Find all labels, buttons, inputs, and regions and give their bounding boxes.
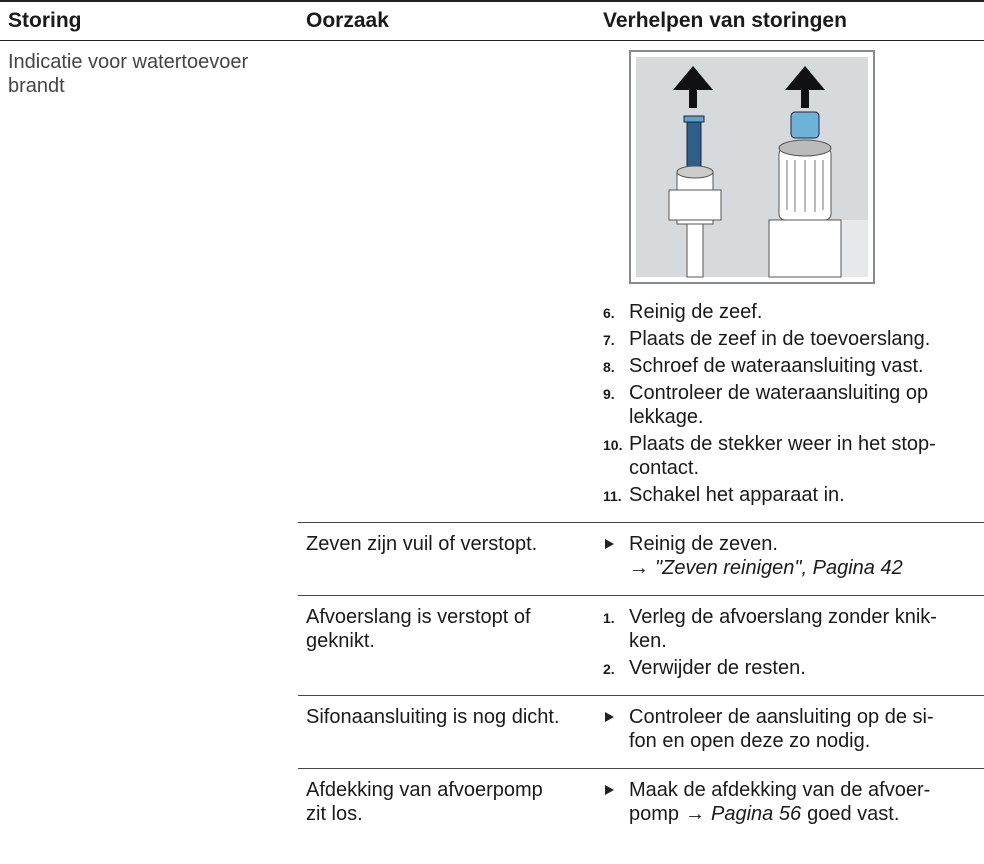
remedy-cell: Controleer de aansluiting op de si-fon e… [595, 695, 984, 769]
table: Storing Oorzaak Verhelpen van storingen Ind… [0, 0, 984, 842]
bullet [605, 785, 614, 795]
table-row: Afdekking van afvoerpomp zit los. Maak de … [0, 769, 984, 842]
illustration [629, 50, 875, 284]
step-text: lekkage. [629, 406, 704, 428]
cause-cell: Afvoerslang is verstopt of geknikt. [298, 595, 595, 696]
remedy-cell: 1. Verleg de afvoerslang zonder knik-ken.… [595, 595, 984, 696]
step: 6. Reinig de zeef. [603, 300, 984, 324]
cause-cell: Afdekking van afvoerpomp zit los. [298, 769, 595, 842]
table-row: Zeven zijn vuil of verstopt. Reinig de ze… [0, 522, 984, 596]
bullet [605, 539, 614, 549]
remedy-text: Controleer de aansluiting op de si- [629, 706, 934, 728]
bullet-item: Controleer de aansluiting op de si-fon e… [603, 705, 984, 753]
table-row: Afvoerslang is verstopt of geknikt. 1. Verl… [0, 595, 984, 696]
column-header: Verhelpen van storingen [595, 1, 984, 41]
step: 2. Verwijder de resten. [603, 656, 984, 680]
fault-text: brandt [8, 75, 65, 97]
step-text: Plaats de stekker weer in het stop- [629, 433, 936, 455]
step-number: 8. [603, 359, 615, 375]
step-text: ken. [629, 630, 667, 652]
step: 8. Schroef de wateraansluiting vast. [603, 354, 984, 378]
column-header: Storing [0, 1, 298, 41]
arrow: → [629, 557, 649, 579]
step-number: 10. [603, 437, 623, 453]
remedy-text: goed vast. [807, 803, 900, 825]
step: 7. Plaats de zeef in de toevoerslang. [603, 327, 984, 351]
table-row: Sifonaansluiting is nog dicht. Controleer… [0, 695, 984, 769]
step-text: Schakel het apparaat in. [629, 484, 845, 506]
cause-text: Sifonaansluiting is nog dicht. [306, 706, 560, 728]
remedy-cell: Reinig de zeven. → "Zeven reinigen", Pagin… [595, 522, 984, 596]
fault-cell: Indicatie voor watertoevoer brandt [0, 41, 298, 523]
cause-text: geknikt. [306, 630, 375, 652]
reference-link: "Zeven reinigen", Pagina 42 [655, 557, 903, 579]
cause-text: Afvoerslang is verstopt of [306, 606, 531, 628]
cause-cell: Sifonaansluiting is nog dicht. [298, 695, 595, 769]
step-number: 6. [603, 305, 615, 321]
bullet-item: Reinig de zeven. → "Zeven reinigen", Pagin… [603, 532, 984, 580]
cause-cell: Zeven zijn vuil of verstopt. [298, 522, 595, 596]
header-row: Storing Oorzaak Verhelpen van storingen [0, 1, 984, 41]
step-number: 1. [603, 610, 615, 626]
remedy-line: pomp → Pagina 56 goed vast. [629, 802, 984, 826]
fault-cell [0, 596, 298, 696]
step-number: 9. [603, 386, 615, 402]
reference: → "Zeven reinigen", Pagina 42 [629, 556, 984, 580]
remedy-text: Maak de afdekking van de afvoer- [629, 779, 931, 801]
step-text: contact. [629, 457, 700, 479]
cause-cell [298, 40, 595, 523]
column-header: Oorzaak [298, 1, 595, 41]
remedy-cell: Maak de afdekking van de afvoer-pomp → Pag… [595, 769, 984, 842]
fault-cell [0, 696, 298, 769]
step-number: 2. [603, 661, 615, 677]
fault-cell [0, 523, 298, 596]
step: 11. Schakel het apparaat in. [603, 483, 984, 507]
arrow: → [685, 803, 706, 825]
step-number: 11. [603, 488, 622, 504]
step-text: Verwijder de resten. [629, 657, 806, 679]
step-text: Plaats de zeef in de toevoerslang. [629, 328, 931, 350]
step-text: Controleer de wateraansluiting op [629, 382, 929, 404]
fault-cell [0, 769, 298, 842]
step-text: Schroef de wateraansluiting vast. [629, 355, 924, 377]
cause-text: zit los. [306, 803, 363, 825]
remedy-text: Reinig de zeven. [629, 533, 778, 555]
step-number: 7. [603, 332, 615, 348]
step-text: Reinig de zeef. [629, 301, 763, 323]
cause-text: Afdekking van afvoerpomp [306, 779, 543, 801]
reference-link: Pagina 56 [711, 803, 802, 825]
remedy-cell: 6. Reinig de zeef. 7. Plaats de zeef in de … [595, 40, 984, 523]
cause-text: Zeven zijn vuil of verstopt. [306, 533, 538, 555]
remedy-text: pomp [629, 803, 680, 825]
remedy-text: fon en open deze zo nodig. [629, 730, 871, 752]
bullet [605, 712, 614, 722]
step: 1. Verleg de afvoerslang zonder knik-ken. [603, 605, 984, 653]
step-text: Verleg de afvoerslang zonder knik- [629, 606, 937, 628]
fault-text: Indicatie voor watertoevoer [8, 51, 249, 73]
step: 10. Plaats de stekker weer in het stop-co… [603, 432, 984, 480]
bullet-item: Maak de afdekking van de afvoer-pomp → Pag… [603, 778, 984, 826]
step: 9. Controleer de wateraansluiting op lekka… [603, 381, 984, 429]
table-row: Indicatie voor watertoevoer brandt 6. Rein… [0, 40, 984, 523]
